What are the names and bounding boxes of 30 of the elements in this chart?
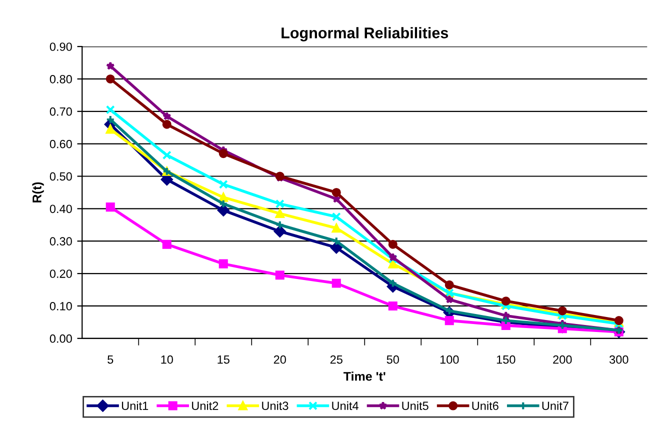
x-tick-label: 50	[386, 355, 399, 364]
legend-label: Unit6	[472, 401, 498, 410]
x-tick-label: 150	[496, 355, 516, 364]
legend-label: Unit3	[262, 401, 288, 410]
x-tick-label: 200	[553, 355, 572, 364]
legend-label: Unit1	[122, 401, 148, 410]
y-tick-label: 0.40	[50, 204, 72, 214]
y-tick-label: 0.70	[50, 107, 72, 116]
x-tick-label: 300	[609, 355, 628, 364]
y-tick-label: 0.80	[50, 74, 72, 84]
x-tick-label: 15	[218, 356, 230, 364]
x-tick-label: 25	[330, 355, 342, 364]
x-tick-label: 20	[274, 355, 286, 364]
y-tick-label: 0.50	[50, 172, 72, 181]
x-axis-title: Time 't'	[344, 372, 386, 381]
x-tick-label: 5	[108, 356, 114, 364]
y-tick-label: 0.60	[50, 140, 72, 148]
y-tick-label: 0.00	[50, 334, 72, 343]
legend-label: Unit4	[332, 401, 358, 410]
y-tick-label: 0.20	[50, 270, 72, 278]
x-tick-label: 100	[440, 355, 459, 364]
y-axis-title: R(t)	[32, 182, 44, 202]
legend-label: Unit5	[402, 401, 428, 410]
chart-title: Lognormal Reliabilities	[282, 27, 448, 42]
legend-label: Unit7	[542, 401, 568, 410]
legend-label: Unit2	[192, 401, 218, 410]
y-tick-label: 0.30	[50, 237, 72, 246]
y-tick-label: 0.10	[50, 302, 72, 310]
x-tick-label: 10	[161, 355, 173, 364]
y-tick-label: 0.90	[50, 42, 72, 51]
